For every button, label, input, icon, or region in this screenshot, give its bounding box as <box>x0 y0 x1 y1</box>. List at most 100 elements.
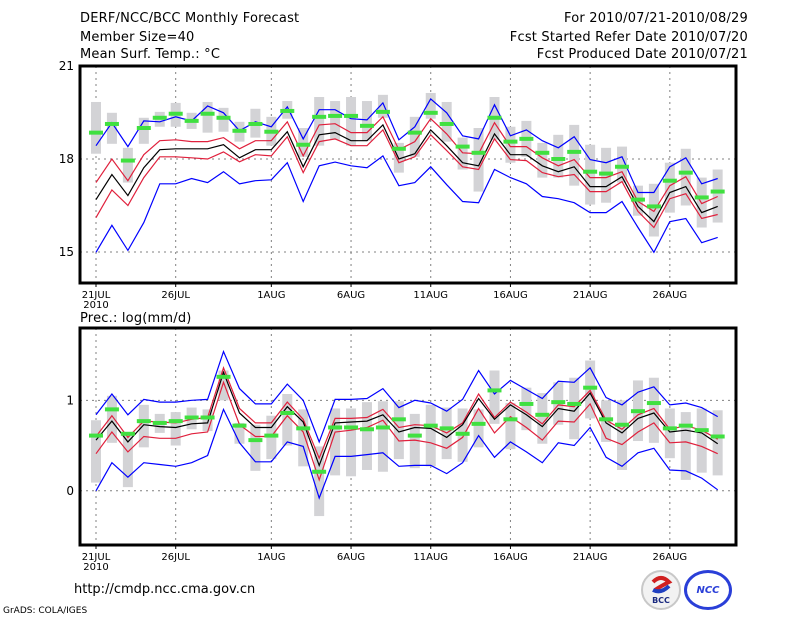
ensemble-range-box <box>330 101 341 140</box>
ensemble-range-box <box>457 137 468 170</box>
ensemble-range-box <box>138 404 149 448</box>
ensemble-range-box <box>202 409 213 432</box>
ensemble-range-box <box>553 134 564 178</box>
plot-frame <box>78 326 738 547</box>
observed-marker <box>423 423 438 428</box>
observed-marker <box>375 425 390 430</box>
y-tick-label: 18 <box>59 152 74 166</box>
bottom-panel-variable: Prec.: log(mm/d) <box>80 311 192 326</box>
observed-marker <box>248 438 263 443</box>
ensemble-range-box <box>106 112 117 144</box>
upper-quartile-line <box>95 115 718 213</box>
ensemble-range-box <box>282 394 293 446</box>
ensemble-range-box <box>712 410 723 476</box>
ensemble-range-box <box>521 387 532 431</box>
ensemble-range-box <box>569 377 580 440</box>
observed-marker <box>551 157 566 161</box>
observed-marker <box>630 409 645 414</box>
ensemble-range-box <box>441 101 452 142</box>
observed-marker <box>662 426 677 431</box>
x-year-label: 2010 <box>83 300 108 311</box>
observed-marker <box>184 415 199 420</box>
observed-marker <box>710 189 725 194</box>
observed-marker <box>89 433 103 438</box>
ncc-logo-text: NCC <box>696 585 720 596</box>
observed-marker <box>503 139 518 144</box>
x-tick-label: 11AUG <box>413 552 448 563</box>
observed-marker <box>678 170 693 175</box>
observed-marker <box>168 419 183 424</box>
ensemble-mean-line <box>95 370 719 468</box>
observed-marker <box>391 146 406 151</box>
observed-marker <box>280 108 295 113</box>
observed-marker <box>375 109 390 114</box>
observed-marker <box>583 169 598 174</box>
observed-marker <box>120 431 135 436</box>
ensemble-mean-line <box>95 123 718 223</box>
observed-marker <box>630 197 645 202</box>
observed-marker <box>312 114 327 119</box>
precipitation-panel: 0 1 21JUL 26JUL 1AUG 6AUG 11AUG 16AUG 21AUG 26AUG… <box>66 326 738 573</box>
ensemble-range-box <box>218 370 229 401</box>
ensemble-range-box <box>696 408 707 473</box>
ensemble-range-box <box>377 94 388 118</box>
observed-marker <box>344 113 359 118</box>
x-tick-label: 1AUG <box>257 290 285 301</box>
x-tick-label: 16AUG <box>493 552 528 563</box>
plot-frame <box>78 64 738 285</box>
grads-credit: GrADS: COLA/IGES <box>3 606 88 616</box>
observed-marker <box>328 425 343 430</box>
observed-marker <box>168 111 183 116</box>
ensemble-range-box <box>314 97 325 146</box>
ensemble-range-box <box>409 413 420 469</box>
observed-marker <box>423 110 438 115</box>
observed-marker <box>136 126 151 130</box>
observed-marker <box>120 158 135 163</box>
ensemble-range-box <box>250 424 261 471</box>
ensemble-range-box <box>585 144 596 205</box>
ensemble-range-box <box>569 124 580 186</box>
ensemble-range-box <box>537 393 548 444</box>
website-url[interactable]: http://cmdp.ncc.cma.gov.cn <box>74 582 256 597</box>
lower-quartile-line <box>95 380 718 482</box>
observed-marker <box>391 417 406 422</box>
observed-marker <box>104 407 119 412</box>
ensemble-range-box <box>346 97 357 146</box>
ensemble-range-box <box>505 126 516 163</box>
observed-marker <box>152 115 167 120</box>
lower-quartile-line <box>95 128 718 229</box>
observed-marker <box>710 434 725 439</box>
observed-marker <box>200 415 215 420</box>
observed-marker <box>583 385 598 390</box>
observed-marker <box>646 401 661 406</box>
x-tick-label: 6AUG <box>337 552 365 563</box>
observed-marker <box>455 431 470 436</box>
ensemble-range-box <box>361 101 372 141</box>
observed-marker <box>344 425 359 430</box>
ensemble-range-box <box>537 142 548 178</box>
observed-marker <box>519 136 534 141</box>
y-tick-label: 21 <box>59 59 74 73</box>
ensemble-range-box <box>473 128 484 192</box>
observed-marker <box>615 422 630 427</box>
observed-marker <box>471 150 486 155</box>
x-tick-label: 21AUG <box>573 552 608 563</box>
ensemble-range-box <box>234 422 245 444</box>
chart-title: DERF/NCC/BCC Monthly Forecast <box>80 11 300 26</box>
observed-marker <box>662 178 677 183</box>
observed-marker <box>407 433 422 438</box>
observed-marker <box>264 129 279 134</box>
top-panel-variable: Mean Surf. Temp.: °C <box>80 47 221 62</box>
ensemble-range-box <box>489 370 500 424</box>
max-line <box>95 97 718 194</box>
observed-marker <box>678 423 693 428</box>
ensemble-range-box <box>122 147 133 183</box>
observed-marker <box>646 204 661 209</box>
temperature-panel: 15 18 21 21JUL 26JUL 1AUG 6AUG 11AUG 16AUG 21AUG 2… <box>59 59 738 311</box>
observed-marker <box>232 128 247 133</box>
observed-marker <box>184 118 199 123</box>
ensemble-range-box <box>664 408 675 459</box>
observed-marker <box>152 420 167 425</box>
observed-marker <box>694 428 709 433</box>
